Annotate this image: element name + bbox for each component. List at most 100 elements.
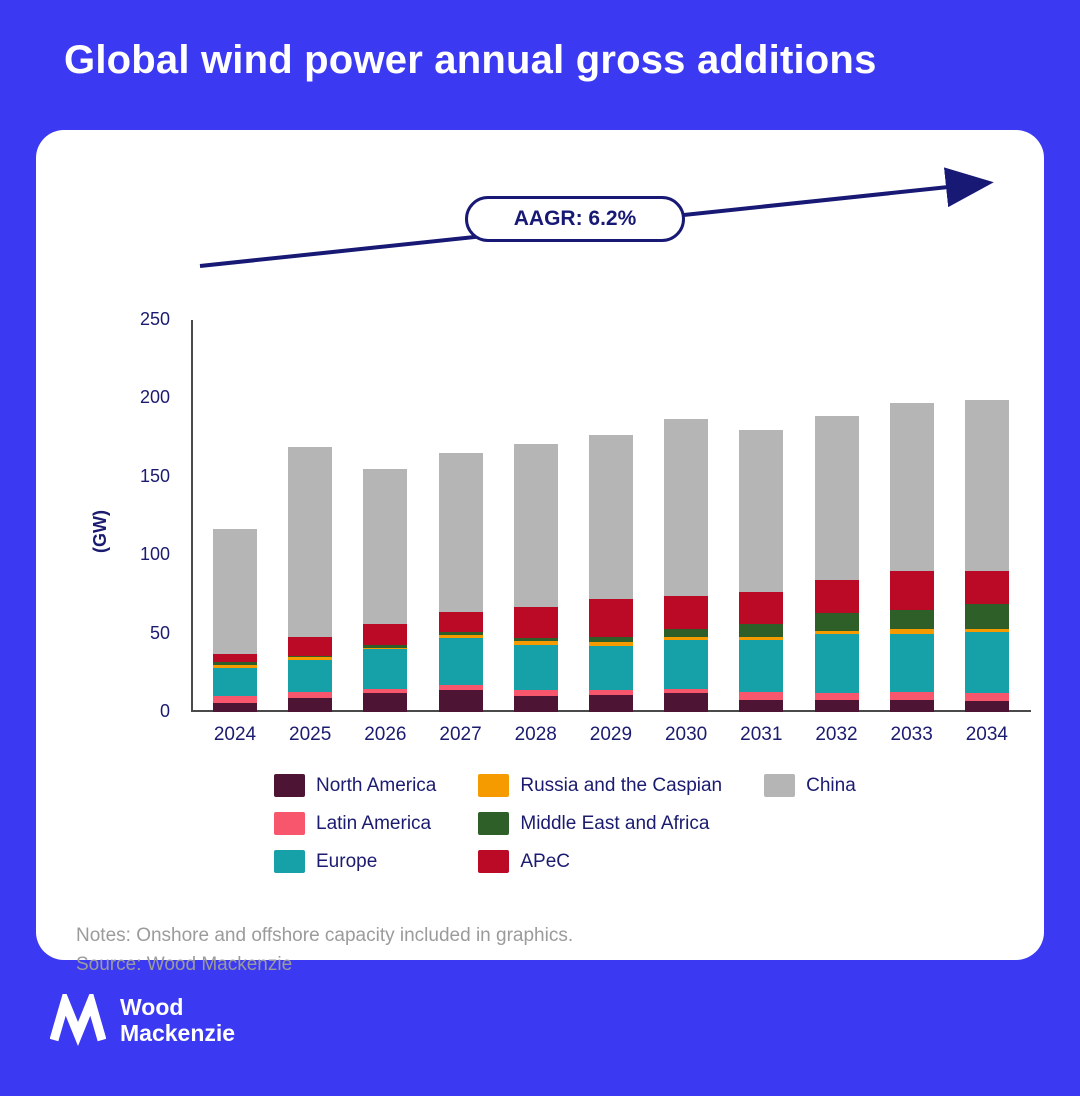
- trend-arrow-zone: AAGR: 6.2%: [36, 158, 1044, 308]
- bar-segment-latin-america: [363, 688, 408, 694]
- legend-column: North America Latin America Europe: [274, 774, 436, 873]
- legend-label-russia-and-the-caspian: Russia and the Caspian: [520, 774, 723, 796]
- woodmac-logo-icon: [50, 994, 106, 1047]
- bar-segment-china: [964, 400, 1009, 571]
- bar-segment-north-america: [288, 697, 333, 712]
- y-tick-label-250: 250: [139, 309, 170, 329]
- bar-segment-latin-america: [739, 691, 784, 700]
- bar-segment-russia-and-the-caspian: [814, 630, 859, 634]
- bar-segment-apec: [588, 599, 633, 637]
- bar-segment-apec: [739, 591, 784, 625]
- legend-item-apec: APeC: [478, 850, 722, 873]
- bar-segment-europe: [213, 668, 257, 697]
- y-tick-label-150: 150: [139, 465, 170, 486]
- bar-segment-europe: [513, 644, 558, 691]
- x-tick-label-2031: 2031: [740, 724, 783, 745]
- y-axis-title: (GW): [89, 510, 110, 553]
- bar-segment-north-america: [664, 693, 709, 712]
- x-tick-label-2029: 2029: [589, 724, 633, 745]
- y-tick-label-0: 0: [159, 701, 170, 721]
- bar-segment-middle-east-and-africa: [513, 638, 558, 642]
- legend-swatch-north-america: [274, 774, 305, 797]
- bar-segment-middle-east-and-africa: [664, 629, 709, 637]
- legend-swatch-apec: [478, 850, 510, 873]
- bar-segment-latin-america: [513, 690, 558, 697]
- bar-segment-europe: [288, 660, 333, 692]
- bar-segment-latin-america: [588, 690, 633, 695]
- bar-segment-europe: [814, 633, 859, 694]
- legend-column: China: [764, 774, 856, 873]
- notes-block: Notes: Onshore and offshore capacity inc…: [76, 921, 1044, 980]
- bar-segment-russia-and-the-caspian: [889, 629, 934, 634]
- bar-segment-china: [814, 415, 859, 581]
- bar-segment-middle-east-and-africa: [964, 603, 1009, 629]
- bar-2034: 2034: [964, 320, 1009, 745]
- bar-segment-latin-america: [288, 691, 333, 698]
- bar-2025: 2025: [288, 320, 333, 745]
- legend-swatch-russia-and-the-caspian: [478, 774, 510, 797]
- legend-swatch-europe: [274, 850, 305, 873]
- legend-swatch-latin-america: [274, 812, 305, 835]
- y-tick-label-50: 50: [149, 622, 170, 643]
- chart-card: AAGR: 6.2% (GW) 0 50 100 150 200 250 2024 2025…: [36, 130, 1044, 975]
- bar-segment-north-america: [213, 702, 257, 712]
- legend-item-europe: Europe: [274, 850, 436, 873]
- bar-segment-russia-and-the-caspian: [513, 641, 558, 645]
- bar-segment-north-america: [513, 696, 558, 712]
- source-text: Source: Wood Mackenzie: [76, 954, 293, 976]
- bar-segment-apec: [964, 570, 1009, 604]
- bars-row: 2024 2025 2026 2027 2028 2029 2030 2031 2032 2033…: [193, 320, 1029, 745]
- legend-label-europe: Europe: [316, 850, 378, 872]
- legend-label-north-america: North America: [316, 774, 437, 796]
- bar-segment-russia-and-the-caspian: [438, 635, 483, 639]
- bar-segment-middle-east-and-africa: [588, 636, 633, 642]
- bar-2024: 2024: [213, 320, 257, 745]
- bar-segment-middle-east-and-africa: [438, 632, 483, 636]
- brand-footer: Wood Mackenzie: [50, 994, 235, 1047]
- legend-swatch-middle-east-and-africa: [478, 812, 510, 835]
- bar-segment-north-america: [588, 694, 633, 712]
- bar-2029: 2029: [588, 320, 633, 745]
- bar-segment-apec: [288, 636, 333, 656]
- bar-segment-north-america: [438, 690, 483, 712]
- bar-segment-china: [438, 453, 483, 612]
- bar-2028: 2028: [513, 320, 558, 745]
- bar-segment-latin-america: [213, 696, 257, 703]
- bar-segment-europe: [438, 638, 483, 686]
- brand-name-line2: Mackenzie: [120, 1020, 236, 1047]
- bar-segment-russia-and-the-caspian: [588, 641, 633, 647]
- bar-segment-apec: [889, 571, 934, 611]
- bar-segment-north-america: [739, 699, 784, 712]
- bar-segment-china: [288, 447, 333, 637]
- legend-column: Russia and the Caspian Middle East and Af…: [478, 774, 722, 873]
- x-tick-label-2024: 2024: [213, 724, 257, 745]
- x-tick-label-2027: 2027: [439, 724, 482, 745]
- legend-label-middle-east-and-africa: Middle East and Africa: [520, 812, 710, 834]
- legend: North America Latin America Europe Russia a…: [274, 774, 1044, 873]
- legend-item-china: China: [764, 774, 856, 797]
- bar-segment-latin-america: [438, 685, 483, 690]
- page-title: Global wind power annual gross additions: [64, 38, 877, 82]
- legend-label-china: China: [806, 774, 856, 796]
- bar-segment-russia-and-the-caspian: [664, 636, 709, 640]
- bar-segment-apec: [513, 606, 558, 639]
- bar-segment-middle-east-and-africa: [213, 661, 257, 666]
- bar-segment-middle-east-and-africa: [288, 655, 333, 658]
- brand-name-line1: Wood: [120, 994, 184, 1020]
- bar-segment-north-america: [814, 699, 859, 712]
- legend-item-middle-east-and-africa: Middle East and Africa: [478, 812, 722, 835]
- bar-2032: 2032: [814, 320, 859, 745]
- legend-item-latin-america: Latin America: [274, 812, 436, 835]
- bar-segment-russia-and-the-caspian: [363, 647, 408, 650]
- bar-segment-china: [739, 430, 784, 592]
- aagr-label: AAGR: 6.2%: [513, 207, 637, 230]
- bar-segment-latin-america: [814, 693, 859, 700]
- bar-segment-middle-east-and-africa: [363, 644, 408, 648]
- bar-segment-apec: [213, 654, 257, 662]
- bar-segment-north-america: [363, 693, 408, 712]
- bar-2027: 2027: [438, 320, 483, 745]
- bar-2031: 2031: [739, 320, 784, 745]
- bar-segment-north-america: [964, 701, 1009, 712]
- bar-segment-china: [664, 418, 709, 597]
